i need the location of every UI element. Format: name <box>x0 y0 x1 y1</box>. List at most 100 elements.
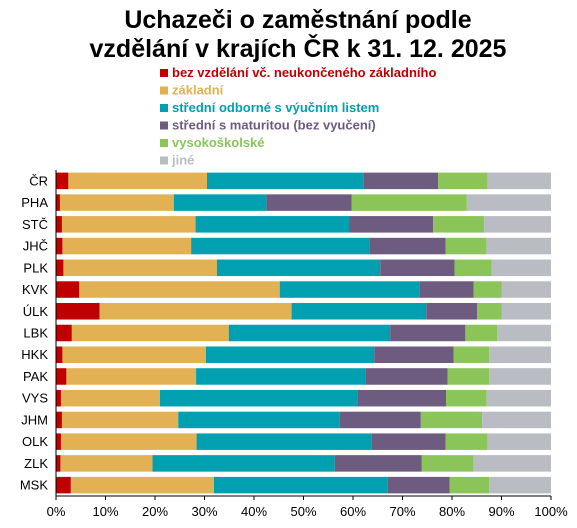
bar-STČ-series-3 <box>349 216 434 233</box>
category-label-7: LBK <box>23 326 48 341</box>
x-tick-label-1: 10% <box>92 504 118 519</box>
category-label-11: JHM <box>21 412 48 427</box>
bar-HKK-series-0 <box>56 346 63 363</box>
bar-PLK-series-2 <box>216 259 381 277</box>
bar-JHM-series-2 <box>178 411 340 429</box>
bar-STČ-series-2 <box>195 216 350 233</box>
legend-swatch-4 <box>160 139 168 147</box>
category-label-5: KVK <box>22 282 48 297</box>
bar-PAK-series-5 <box>489 368 551 385</box>
bar-ÚLK-series-5 <box>501 303 551 320</box>
category-label-10: VYS <box>22 391 48 406</box>
bar-ZLK-series-2 <box>152 455 335 472</box>
x-tick-label-10: 100% <box>534 504 568 519</box>
bar-ČR-series-5 <box>487 172 551 190</box>
bar-JHČ-series-0 <box>56 237 63 255</box>
bar-PAK-series-3 <box>365 368 448 385</box>
bar-VYS-series-0 <box>56 389 61 407</box>
bar-LBK-series-5 <box>497 324 551 342</box>
bar-STČ-series-0 <box>56 216 62 233</box>
bar-JHČ-series-4 <box>445 237 487 255</box>
bar-PLK-series-3 <box>380 259 455 277</box>
bar-ÚLK-series-1 <box>99 303 292 320</box>
bar-JHM-series-4 <box>420 411 483 429</box>
bar-JHČ-series-2 <box>191 237 370 255</box>
bar-STČ-series-4 <box>433 216 485 233</box>
bar-MSK-series-5 <box>489 476 551 494</box>
bar-OLK-series-2 <box>196 433 372 450</box>
bar-ZLK-series-5 <box>473 455 551 472</box>
legend-swatch-5 <box>160 156 168 165</box>
bar-JHČ-series-1 <box>62 237 192 255</box>
bar-ZLK-series-1 <box>60 455 153 472</box>
bar-STČ-series-1 <box>61 216 196 233</box>
bar-KVK-series-4 <box>473 281 502 298</box>
bar-HKK-series-5 <box>489 346 551 363</box>
category-label-9: PAK <box>23 369 48 384</box>
x-tick-label-0: 0% <box>47 504 66 519</box>
bar-PHA-series-4 <box>351 194 467 211</box>
bar-MSK-series-1 <box>70 476 214 494</box>
bar-HKK-series-1 <box>62 346 206 363</box>
bar-OLK-series-1 <box>60 433 197 450</box>
bar-PLK-series-0 <box>56 259 64 277</box>
legend-label-3: střední s maturitou (bez vyučení) <box>172 118 376 133</box>
bar-OLK-series-4 <box>445 433 488 450</box>
legend-label-1: základní <box>172 83 224 98</box>
legend-swatch-2 <box>160 104 168 112</box>
category-label-3: JHČ <box>23 239 48 254</box>
bar-ČR-series-4 <box>438 172 488 190</box>
bar-LBK-series-3 <box>390 324 466 342</box>
bar-PLK-series-4 <box>454 259 492 277</box>
bar-JHM-series-0 <box>56 411 62 429</box>
category-label-2: STČ <box>22 217 48 232</box>
bar-OLK-series-0 <box>56 433 61 450</box>
bar-PHA-series-2 <box>173 194 267 211</box>
bar-KVK-series-0 <box>56 281 80 298</box>
category-label-1: PHA <box>21 195 48 210</box>
legend-label-4: vysokoškolské <box>172 135 265 150</box>
bar-JHM-series-3 <box>339 411 421 429</box>
bar-HKK-series-2 <box>205 346 375 363</box>
category-label-14: MSK <box>20 478 49 493</box>
bar-PHA-series-3 <box>266 194 352 211</box>
category-label-0: ČR <box>29 173 48 188</box>
bar-ČR-series-1 <box>68 172 207 190</box>
x-tick-label-2: 20% <box>142 504 168 519</box>
bar-ZLK-series-4 <box>421 455 474 472</box>
bar-JHČ-series-5 <box>486 237 551 255</box>
legend: bez vzdělání vč. neukončeného základního… <box>160 65 436 168</box>
bar-HKK-series-3 <box>374 346 454 363</box>
category-label-13: ZLK <box>24 456 48 471</box>
plot-area: ČR PHA STČ JHČ PLK KVK ÚLK LBK HKK PAK VYS JHM OLK ZL… <box>20 172 551 494</box>
bar-MSK-series-2 <box>213 476 388 494</box>
bar-ČR-series-2 <box>206 172 364 190</box>
bar-KVK-series-1 <box>79 281 280 298</box>
x-axis: 0% 10% 20% 30% 40% 50% 60% 70% 80% 90% 100% <box>47 170 568 519</box>
bar-VYS-series-2 <box>159 389 358 407</box>
bar-ČR-series-3 <box>363 172 439 190</box>
legend-swatch-1 <box>160 86 168 95</box>
legend-label-2: střední odborné s výučním listem <box>172 100 379 115</box>
bar-JHM-series-5 <box>482 411 551 429</box>
legend-swatch-0 <box>160 69 168 77</box>
bar-ÚLK-series-2 <box>291 303 427 320</box>
bar-PLK-series-5 <box>491 259 551 277</box>
x-tick-label-7: 70% <box>389 504 415 519</box>
bar-ZLK-series-3 <box>334 455 422 472</box>
bar-JHM-series-1 <box>61 411 179 429</box>
bar-PAK-series-2 <box>196 368 366 385</box>
bar-VYS-series-1 <box>60 389 160 407</box>
category-label-4: PLK <box>23 260 48 275</box>
bar-PAK-series-4 <box>447 368 490 385</box>
bar-ZLK-series-0 <box>56 455 61 472</box>
x-tick-label-8: 80% <box>439 504 465 519</box>
bar-LBK-series-0 <box>56 324 72 342</box>
bar-OLK-series-5 <box>487 433 551 450</box>
x-tick-label-5: 50% <box>290 504 316 519</box>
bar-KVK-series-5 <box>501 281 551 298</box>
bar-ČR-series-0 <box>56 172 69 190</box>
bar-VYS-series-3 <box>357 389 447 407</box>
bar-JHČ-series-3 <box>369 237 446 255</box>
chart-title-line-2: vzdělání v krajích ČR k 31. 12. 2025 <box>90 33 507 63</box>
